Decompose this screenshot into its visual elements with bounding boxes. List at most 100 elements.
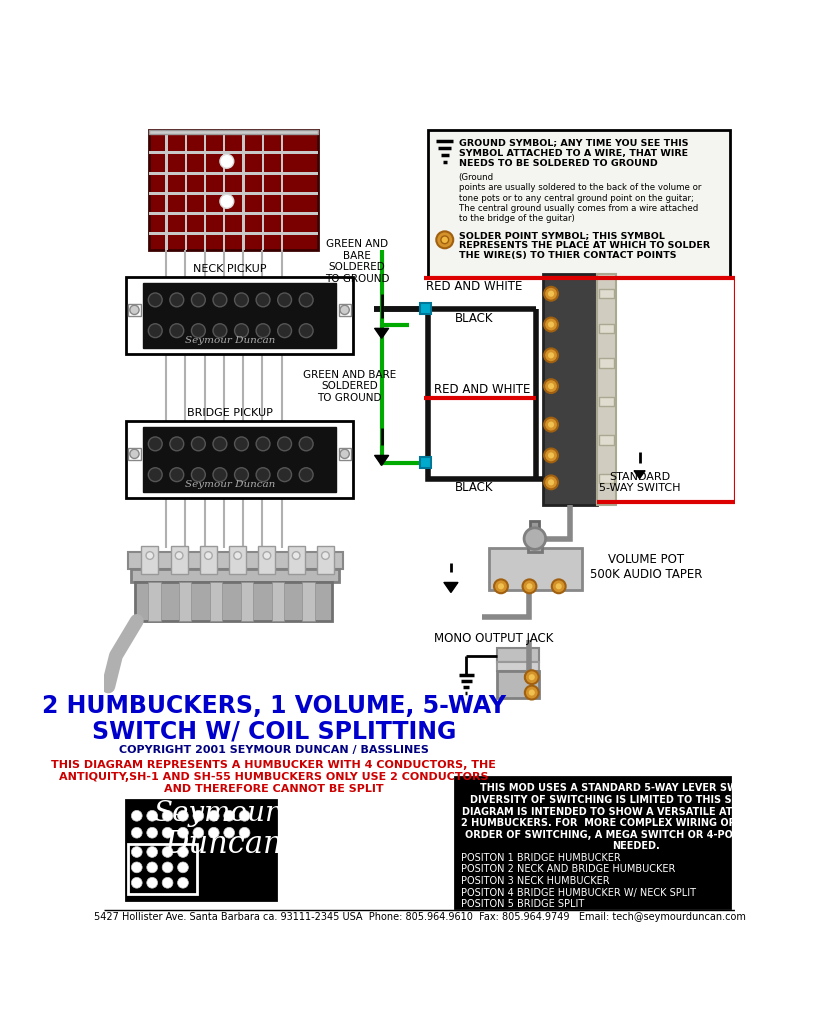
Text: STANDARD
5-WAY SWITCH: STANDARD 5-WAY SWITCH	[599, 471, 681, 493]
Bar	[420, 303, 431, 314]
Bar	[241, 582, 253, 621]
Circle shape	[523, 579, 536, 594]
Circle shape	[552, 579, 566, 594]
FancyArrow shape	[634, 470, 645, 479]
Circle shape	[299, 293, 313, 307]
Text: GROUND SYMBOL; ANY TIME YOU SEE THIS
SYMBOL ATTACHED TO A WIRE, THAT WIRE
NEEDS : GROUND SYMBOL; ANY TIME YOU SEE THIS SYM…	[459, 138, 688, 168]
Bar	[170, 546, 188, 574]
Circle shape	[544, 449, 558, 462]
Circle shape	[208, 828, 219, 838]
Circle shape	[256, 437, 270, 451]
Circle shape	[192, 467, 206, 482]
Circle shape	[130, 306, 139, 315]
Circle shape	[555, 583, 562, 589]
Bar	[126, 801, 276, 900]
Bar	[530, 521, 540, 537]
Bar	[204, 131, 206, 250]
Bar	[428, 131, 731, 277]
Bar	[128, 844, 197, 894]
Bar	[126, 277, 353, 353]
Bar	[599, 323, 614, 333]
Bar	[229, 546, 246, 574]
Bar	[184, 131, 187, 250]
Bar	[129, 448, 141, 460]
Text: COPYRIGHT 2001 SEYMOUR DUNCAN / BASSLINES: COPYRIGHT 2001 SEYMOUR DUNCAN / BASSLINE…	[119, 745, 429, 754]
Bar	[528, 533, 542, 551]
Bar	[126, 421, 353, 497]
Text: Seymour: Seymour	[153, 800, 278, 827]
Circle shape	[213, 323, 227, 338]
Circle shape	[131, 877, 143, 888]
Circle shape	[205, 551, 212, 559]
Circle shape	[234, 437, 248, 451]
Bar	[179, 582, 192, 621]
Circle shape	[220, 154, 233, 168]
Text: SOLDER POINT SYMBOL; THIS SYMBOL
REPRESENTS THE PLACE AT WHICH TO SOLDER
THE WIR: SOLDER POINT SYMBOL; THIS SYMBOL REPRESE…	[459, 231, 710, 260]
Circle shape	[278, 293, 292, 307]
Text: RED AND WHITE: RED AND WHITE	[426, 280, 523, 292]
Circle shape	[178, 862, 188, 872]
Bar	[261, 131, 264, 250]
Bar	[165, 131, 168, 250]
Circle shape	[322, 551, 329, 559]
Circle shape	[192, 293, 206, 307]
Circle shape	[544, 348, 558, 363]
Circle shape	[234, 293, 248, 307]
Circle shape	[170, 293, 183, 307]
Bar	[599, 397, 614, 406]
Bar	[599, 435, 614, 444]
Bar	[149, 131, 319, 135]
FancyArrow shape	[375, 328, 388, 339]
Circle shape	[548, 291, 554, 296]
Bar	[149, 192, 319, 195]
Bar	[302, 582, 314, 621]
Circle shape	[131, 810, 143, 822]
Circle shape	[340, 306, 349, 315]
Circle shape	[130, 450, 139, 459]
Text: SWITCH W/ COIL SPLITTING: SWITCH W/ COIL SPLITTING	[92, 719, 456, 743]
Circle shape	[193, 810, 204, 822]
Circle shape	[170, 437, 183, 451]
Circle shape	[162, 810, 173, 822]
Circle shape	[213, 467, 227, 482]
Bar	[338, 304, 351, 316]
Circle shape	[147, 828, 157, 838]
Text: BLACK: BLACK	[455, 482, 493, 494]
Circle shape	[224, 810, 234, 822]
Text: 2 HUMBUCKERS, 1 VOLUME, 5-WAY: 2 HUMBUCKERS, 1 VOLUME, 5-WAY	[42, 694, 506, 718]
Circle shape	[437, 231, 453, 249]
Bar	[149, 212, 319, 215]
Circle shape	[147, 810, 157, 822]
Bar	[135, 582, 332, 621]
Circle shape	[178, 810, 188, 822]
Text: THIS MOD USES A STANDARD 5-WAY LEVER SWITCH. THE
DIVERSITY OF SWITCHING IS LIMIT: THIS MOD USES A STANDARD 5-WAY LEVER SWI…	[461, 783, 811, 852]
Circle shape	[548, 422, 554, 428]
Circle shape	[147, 846, 157, 858]
Circle shape	[162, 828, 173, 838]
Text: Seymour Duncan: Seymour Duncan	[185, 337, 275, 345]
Circle shape	[527, 583, 532, 589]
Text: GREEN AND BARE
SOLDERED
TO GROUND: GREEN AND BARE SOLDERED TO GROUND	[303, 370, 396, 403]
Circle shape	[256, 293, 270, 307]
Bar	[142, 546, 158, 574]
Text: POSITON 1 BRIDGE HUMBUCKER
POSITON 2 NECK AND BRIDGE HUMBUCKER
POSITON 3 NECK HU: POSITON 1 BRIDGE HUMBUCKER POSITON 2 NEC…	[461, 853, 696, 910]
Circle shape	[548, 352, 554, 358]
Bar	[490, 548, 581, 591]
Circle shape	[208, 810, 219, 822]
Bar	[287, 546, 305, 574]
Circle shape	[278, 467, 292, 482]
Bar	[149, 151, 319, 154]
Circle shape	[292, 551, 300, 559]
Circle shape	[170, 323, 183, 338]
Circle shape	[256, 467, 270, 482]
Text: ®: ®	[264, 871, 276, 884]
Circle shape	[131, 846, 143, 858]
Circle shape	[131, 828, 143, 838]
Circle shape	[162, 862, 173, 872]
Bar	[599, 358, 614, 368]
Circle shape	[178, 846, 188, 858]
Bar	[281, 131, 283, 250]
Bar	[599, 473, 614, 483]
Circle shape	[299, 323, 313, 338]
Text: BRIDGE PICKUP: BRIDGE PICKUP	[187, 408, 273, 419]
